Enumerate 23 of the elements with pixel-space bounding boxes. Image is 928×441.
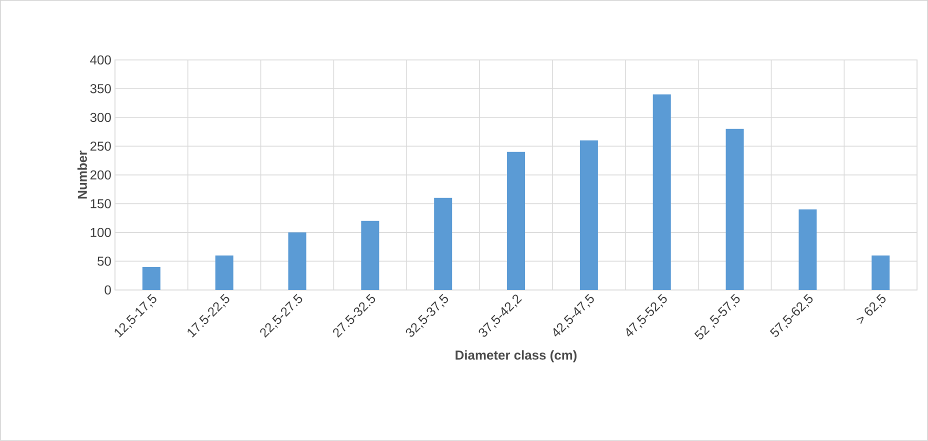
y-tick-label: 100 xyxy=(90,228,111,238)
y-tick-label: 50 xyxy=(98,256,111,266)
y-tick-label: 200 xyxy=(90,170,111,180)
bar xyxy=(872,256,890,290)
bar xyxy=(215,256,234,290)
y-tick-label: 350 xyxy=(90,84,111,94)
bar xyxy=(652,94,671,290)
y-tick-label: 250 xyxy=(90,142,111,151)
x-tick-label: > 62,5 xyxy=(856,294,886,324)
y-axis-title: Number xyxy=(77,150,87,199)
y-tick-label: 300 xyxy=(90,112,111,122)
y-tick-label: 0 xyxy=(104,285,111,295)
bar xyxy=(434,198,452,290)
bar xyxy=(798,209,817,290)
bar xyxy=(142,267,160,290)
x-axis-title: Diameter class (cm) xyxy=(456,350,577,362)
bar xyxy=(288,232,306,290)
y-tick-label: 400 xyxy=(90,55,111,65)
bar xyxy=(507,152,526,290)
bar xyxy=(580,140,598,290)
bar xyxy=(726,128,744,290)
bar xyxy=(361,220,380,290)
y-tick-label: 150 xyxy=(90,199,111,208)
